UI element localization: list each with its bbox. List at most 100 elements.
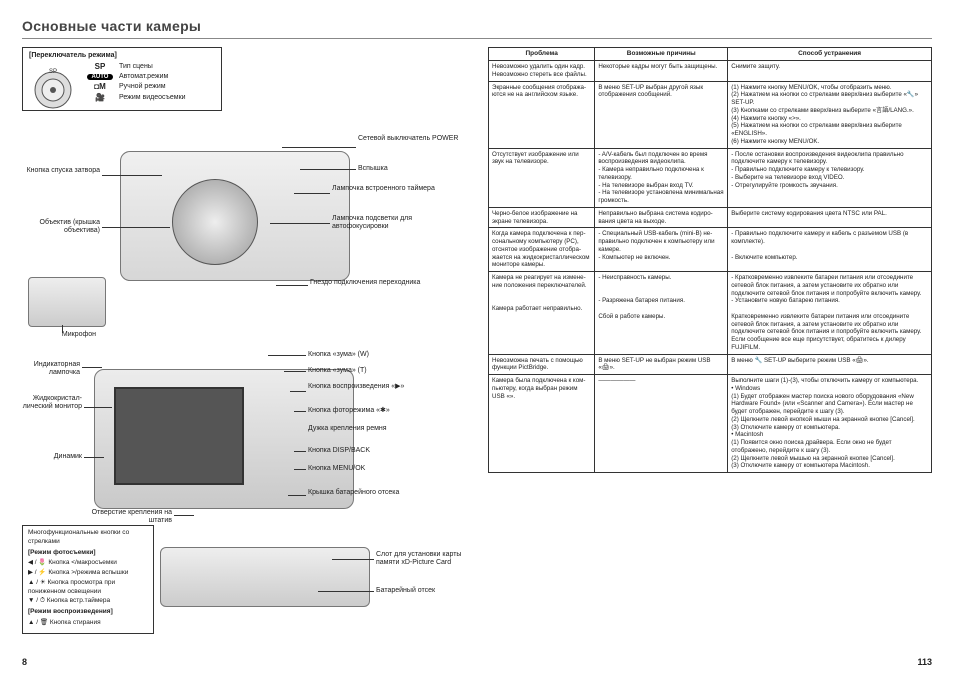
leader-line	[270, 223, 330, 224]
mode-label: Автомат.режим	[119, 73, 168, 80]
table-cell: Камера была подключена к ком­пьютеру, ко…	[489, 375, 595, 473]
title-rule	[22, 38, 932, 39]
table-cell: В меню SET-UP не выбран режим USB «🖨».	[595, 354, 728, 375]
mode-box-header: [Переключатель режима]	[29, 52, 215, 59]
leader-line	[102, 227, 170, 228]
table-cell: Невозможно удалить один кадр. Невозможно…	[489, 61, 595, 82]
page-title: Основные части камеры	[22, 18, 932, 34]
table-cell: В меню 🔧 SET-UP выберите режим USB «🖨».	[728, 354, 932, 375]
troubleshooting-table: Проблема Возможные причины Способ устран…	[488, 47, 932, 473]
leader-line	[82, 367, 102, 368]
leader-line	[102, 175, 162, 176]
camera-lcd-illustration	[114, 387, 244, 485]
table-row: Камера не реагирует на измене­ние положе…	[489, 272, 932, 355]
table-row: Камера была подключена к ком­пьютеру, ко…	[489, 375, 932, 473]
table-row: Экранные сообщения отобража­ются не на а…	[489, 81, 932, 148]
table-cell: - После остановки воспроизведения видеок…	[728, 148, 932, 207]
table-row: Невозможно удалить один кадр. Невозможно…	[489, 61, 932, 82]
mode-label: Режим видеосъемки	[119, 94, 186, 101]
table-cell: - Специальный USB-кабель (mini-B) не­пра…	[595, 228, 728, 272]
mode-row: SP Тип сцены	[87, 62, 215, 71]
table-header: Проблема	[489, 48, 595, 61]
leader-line	[62, 325, 63, 333]
mode-label: Ручной режим	[119, 83, 166, 90]
mode-row: AUTO Автомат.режим	[87, 73, 215, 80]
legend-row: ▶ / ⚡ Кнопка >/режима вспышки	[28, 569, 148, 578]
callout-label: Слот для установки карты памяти xD-Pictu…	[376, 551, 476, 568]
callout-label: Гнездо подключения переходника	[310, 279, 430, 287]
leader-line	[294, 469, 306, 470]
mode-sym: ◘M	[87, 82, 113, 91]
table-cell: Черно-белое изображение на экране телеви…	[489, 207, 595, 228]
svg-text:SP: SP	[49, 69, 57, 75]
callout-label: Жидкокристал­лический монитор	[20, 395, 82, 412]
table-row: Отсутствует изображение или звук на теле…	[489, 148, 932, 207]
mode-sym: AUTO	[87, 74, 113, 80]
callout-label: Крышка батарейного отсека	[308, 489, 428, 497]
mode-row: 🎥 Режим видеосъемки	[87, 93, 215, 102]
table-cell: - Неисправность камеры. - Разряжена бата…	[595, 272, 728, 355]
table-cell: Некоторые кадры могут быть защище­ны.	[595, 61, 728, 82]
callout-label: Кнопка спуска затвора	[20, 167, 100, 175]
callout-label: Кнопка фоторежима «✱»	[308, 407, 390, 415]
callout-label: Объектив (крышка объектива)	[20, 219, 100, 236]
table-cell: Выполните шаги (1)-(3), чтобы отклю­чить…	[728, 375, 932, 473]
leader-line	[284, 371, 306, 372]
callout-label: Кнопка «зума» (T)	[308, 367, 367, 375]
table-row: Невозможна печать с помощью функции Pict…	[489, 354, 932, 375]
table-cell: - Правильно подключите камеру и ка­бель …	[728, 228, 932, 272]
table-cell: Когда камера подключена к пер­сональному…	[489, 228, 595, 272]
callout-label: Дужка крепления ремня	[308, 425, 418, 433]
camera-bottom-illustration	[160, 547, 370, 607]
mode-row: ◘M Ручной режим	[87, 82, 215, 91]
leader-line	[84, 457, 104, 458]
legend-row: ◀ / 🌷 Кнопка </макросъемки	[28, 559, 148, 568]
camera-lens-illustration	[172, 179, 258, 265]
table-header: Способ устранения	[728, 48, 932, 61]
mode-selector-box: [Переключатель режима] SP SP Тип сцены A…	[22, 47, 222, 111]
legend-row: ▼ / ⏱ Кнопка встр.таймера	[28, 597, 148, 606]
table-cell: Камера не реагирует на измене­ние положе…	[489, 272, 595, 355]
callout-label: Кнопка MENU/OK	[308, 465, 365, 473]
callout-label: Лампочка встроенного таймера	[332, 185, 462, 193]
mode-label: Тип сцены	[119, 63, 153, 70]
leader-line	[288, 495, 306, 496]
table-cell: Экранные сообщения отобража­ются не на а…	[489, 81, 595, 148]
table-cell: - A/V-кабель был подключен во время восп…	[595, 148, 728, 207]
callout-label: Отверстие крепле­ния на штатив	[86, 509, 172, 526]
table-row: Когда камера подключена к пер­сональному…	[489, 228, 932, 272]
table-cell: - Кратковременно извлеките батареи питан…	[728, 272, 932, 355]
legend-heading: [Режим воспроизведения]	[28, 608, 148, 617]
camera-mic-illustration	[28, 277, 106, 327]
leader-line	[300, 169, 356, 170]
callout-label: Лампочка подсветки для автофокусировки	[332, 215, 462, 232]
leader-line	[294, 193, 330, 194]
page-number-right: 113	[917, 657, 932, 667]
callout-label: Кнопка «зума» (W)	[308, 351, 369, 359]
leader-line	[174, 515, 194, 516]
callout-label: Сетевой выключатель POWER	[358, 135, 468, 143]
leader-line	[294, 451, 306, 452]
table-header: Возможные причины	[595, 48, 728, 61]
mode-sym: 🎥	[87, 93, 113, 102]
table-cell: Снимите защиту.	[728, 61, 932, 82]
legend-row: ▲ / ☀ Кнопка просмотра при пониженном ос…	[28, 579, 148, 597]
table-row: Черно-белое изображение на экране телеви…	[489, 207, 932, 228]
legend-row: ▲ / 🗑 Кнопка стирания	[28, 619, 148, 628]
arrow-buttons-legend: Многофункциональные кнопки со стрелками …	[22, 525, 154, 634]
callout-label: Кнопка воспроизведения «▶»	[308, 383, 448, 391]
table-cell: ——————	[595, 375, 728, 473]
table-cell: В меню SET-UP выбран другой язык отображ…	[595, 81, 728, 148]
leader-line	[84, 407, 112, 408]
leader-line	[294, 411, 306, 412]
page-number-left: 8	[22, 657, 27, 667]
leader-line	[276, 285, 308, 286]
table-cell: Неправильно выбрана система кодиро­вания…	[595, 207, 728, 228]
mode-sym: SP	[87, 62, 113, 71]
leader-line	[318, 591, 374, 592]
table-cell: Выберите систему кодирования цвета NTSC …	[728, 207, 932, 228]
table-cell: Отсутствует изображение или звук на теле…	[489, 148, 595, 207]
callout-label: Батарейный отсек	[376, 587, 435, 595]
table-cell: (1) Нажмите кнопку MENU/OK, чтобы отобра…	[728, 81, 932, 148]
callout-label: Кнопка DISP/BACK	[308, 447, 370, 455]
